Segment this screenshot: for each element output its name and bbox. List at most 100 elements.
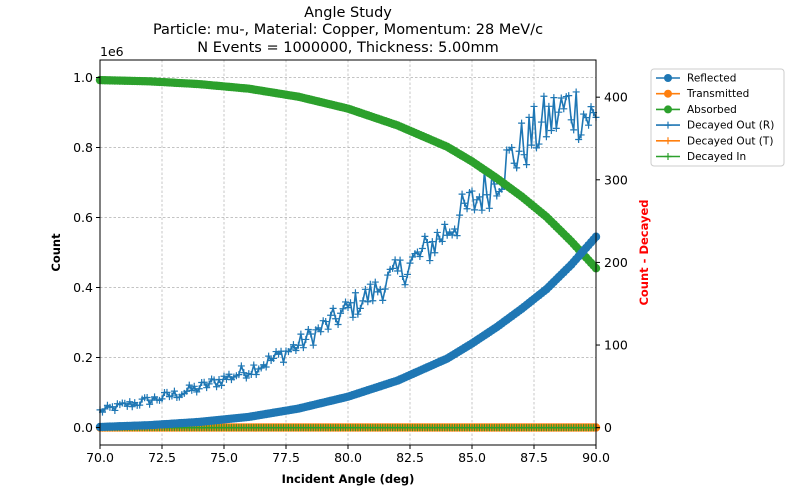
series-absorbed xyxy=(95,75,601,273)
data-point xyxy=(136,401,144,409)
data-point xyxy=(111,406,119,414)
data-point xyxy=(190,382,198,390)
data-point xyxy=(280,358,288,366)
data-point xyxy=(384,271,392,279)
data-point xyxy=(490,180,498,188)
x-tick-label: 87.5 xyxy=(520,450,548,465)
data-point xyxy=(421,232,429,240)
data-point xyxy=(567,116,575,124)
data-point xyxy=(302,335,310,343)
data-point xyxy=(545,102,553,110)
data-point xyxy=(570,126,578,134)
chart-title-line-1: Angle Study xyxy=(304,5,392,21)
data-point xyxy=(126,398,134,406)
legend-label: Decayed In xyxy=(687,151,746,163)
data-point xyxy=(297,330,305,338)
data-point xyxy=(205,380,213,388)
data-point xyxy=(577,131,585,139)
plot-frame xyxy=(99,59,597,446)
data-point xyxy=(463,205,471,213)
data-point xyxy=(550,94,558,102)
data-point xyxy=(520,151,528,159)
data-point xyxy=(237,362,245,370)
chart-title: Angle Study Particle: mu-, Material: Cop… xyxy=(153,5,543,56)
legend-marker xyxy=(664,105,672,114)
data-point xyxy=(542,133,550,141)
data-point xyxy=(242,374,250,382)
data-point xyxy=(252,370,260,378)
data-point xyxy=(185,381,193,389)
data-point xyxy=(215,376,223,384)
data-point xyxy=(456,211,464,219)
data-point xyxy=(364,298,372,306)
data-point xyxy=(461,199,469,207)
legend-label: Decayed Out (R) xyxy=(687,120,774,132)
data-point xyxy=(379,296,387,304)
legend-entry: Absorbed xyxy=(656,104,737,116)
x-tick-label: 75.0 xyxy=(210,450,238,465)
data-point xyxy=(468,187,476,195)
x-tick-label: 72.5 xyxy=(148,450,176,465)
data-point xyxy=(557,94,565,102)
legend-marker xyxy=(664,89,672,98)
data-point xyxy=(523,161,531,169)
data-point xyxy=(404,270,412,278)
data-point xyxy=(287,345,295,353)
data-point xyxy=(478,206,486,214)
data-point xyxy=(580,110,588,118)
data-point xyxy=(218,381,226,389)
x-tick-label: 77.5 xyxy=(272,450,300,465)
series-line xyxy=(99,91,597,414)
data-point xyxy=(299,344,307,352)
x-tick-label: 70.0 xyxy=(86,450,114,465)
series-decayed-in xyxy=(96,424,600,432)
data-point xyxy=(530,102,538,110)
data-point xyxy=(575,136,583,144)
data-point xyxy=(451,225,459,233)
data-point xyxy=(483,191,491,199)
data-point xyxy=(203,384,211,392)
data-point xyxy=(349,313,357,321)
data-point xyxy=(510,159,518,167)
y-left-offset-label: 1e6 xyxy=(100,44,124,59)
legend-label: Transmitted xyxy=(686,88,749,100)
y-left-axis-ticks: 0.0 0.2 0.4 0.6 0.8 1.0 xyxy=(73,70,100,435)
data-point xyxy=(163,388,171,396)
y-right-tick-label: 400 xyxy=(604,90,628,105)
data-point xyxy=(513,164,521,172)
data-point xyxy=(334,320,342,328)
data-point xyxy=(515,147,523,155)
data-point xyxy=(426,257,434,265)
y-right-tick-label: 300 xyxy=(604,172,628,187)
data-point xyxy=(587,103,595,111)
data-point xyxy=(143,394,151,402)
data-point xyxy=(351,289,359,297)
data-point xyxy=(552,124,560,132)
data-point xyxy=(528,141,536,149)
data-point xyxy=(485,204,493,212)
data-point xyxy=(195,385,203,393)
data-point xyxy=(240,369,248,377)
data-point xyxy=(428,238,436,246)
data-point xyxy=(448,231,456,239)
data-point xyxy=(314,324,322,332)
data-point xyxy=(339,305,347,313)
data-point xyxy=(401,281,409,289)
data-point xyxy=(475,193,483,201)
data-point xyxy=(572,88,580,96)
data-point xyxy=(292,347,300,355)
data-point xyxy=(329,304,337,312)
y-right-axis-ticks: 0 100 200 300 400 xyxy=(596,90,628,435)
y-left-axis-label: Count xyxy=(49,233,63,272)
data-point xyxy=(188,386,196,394)
data-point xyxy=(547,126,555,134)
data-point xyxy=(359,297,367,305)
chart-title-line-3: N Events = 1000000, Thickness: 5.00mm xyxy=(197,40,498,56)
x-axis-label: Incident Angle (deg) xyxy=(282,472,415,486)
data-point xyxy=(585,121,593,129)
y-left-tick-label: 0.4 xyxy=(73,280,93,295)
data-point xyxy=(183,387,191,395)
data-point xyxy=(493,192,501,200)
y-left-tick-label: 0.0 xyxy=(73,420,93,435)
